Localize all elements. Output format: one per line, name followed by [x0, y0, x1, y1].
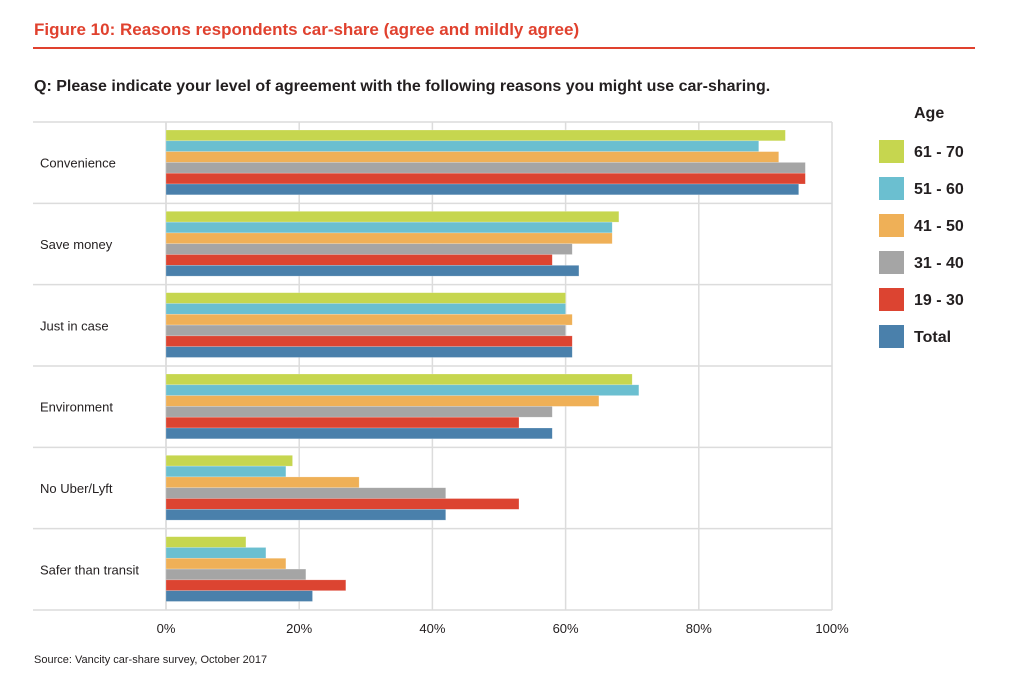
bar [165, 373, 633, 386]
bar [165, 416, 520, 429]
bar [165, 162, 806, 174]
bar [165, 232, 613, 245]
bar [165, 303, 566, 315]
grid-lines [33, 121, 833, 611]
bar [165, 346, 573, 358]
bar [165, 395, 600, 407]
legend-swatch [879, 177, 904, 200]
bar [165, 265, 580, 277]
x-tick-label: 100% [815, 621, 849, 636]
bar [165, 183, 800, 196]
bars [165, 129, 806, 602]
bar [165, 487, 447, 499]
bar [165, 211, 620, 223]
bar [165, 427, 553, 440]
legend: Age 61 - 70 51 - 60 41 - 50 31 - 40 19 - 30 T… [879, 105, 964, 348]
figure-title: Figure 10: Reasons respondents car-share… [34, 20, 580, 39]
legend-label: 31 - 40 [914, 255, 964, 272]
bar [165, 455, 293, 467]
x-tick-label: 40% [419, 621, 445, 636]
bar [165, 243, 573, 255]
bar [165, 292, 566, 304]
legend-swatch [879, 288, 904, 311]
bar [165, 509, 447, 521]
bar [165, 221, 613, 234]
legend-swatch [879, 251, 904, 274]
bar [165, 406, 553, 418]
bar [165, 590, 313, 602]
bar [165, 335, 573, 347]
legend-swatch [879, 140, 904, 163]
legend-label: 19 - 30 [914, 292, 964, 309]
bar [165, 498, 520, 510]
legend-label: 61 - 70 [914, 144, 964, 161]
bar [165, 568, 307, 581]
bar [165, 151, 780, 163]
category-label: No Uber/Lyft [40, 481, 113, 496]
bar [165, 547, 267, 559]
bar [165, 324, 566, 337]
bar [165, 579, 347, 591]
title-divider [33, 47, 975, 49]
bar [165, 172, 806, 185]
bar [165, 557, 287, 570]
x-tick-labels: 0% 20% 40% 60% 80% 100% [157, 621, 849, 636]
x-tick-label: 80% [686, 621, 712, 636]
bar [165, 476, 360, 489]
x-tick-label: 60% [553, 621, 579, 636]
legend-swatch [879, 325, 904, 348]
category-label: Just in case [40, 318, 109, 333]
bar [165, 254, 553, 266]
bar [165, 129, 786, 142]
source-note: Source: Vancity car-share survey, Octobe… [34, 654, 268, 666]
legend-label: Total [914, 329, 951, 346]
legend-title: Age [914, 105, 944, 122]
category-labels: Convenience Save money Just in case Environ… [40, 156, 139, 578]
category-label: Environment [40, 400, 113, 415]
chart-subtitle: Q: Please indicate your level of agreeme… [34, 78, 771, 95]
bar [165, 384, 640, 396]
bar [165, 465, 287, 478]
x-tick-label: 20% [286, 621, 312, 636]
legend-swatch [879, 214, 904, 237]
category-label: Safer than transit [40, 562, 139, 577]
bar [165, 140, 760, 152]
bar [165, 313, 573, 326]
legend-label: 41 - 50 [914, 218, 964, 235]
bar [165, 536, 247, 548]
category-label: Convenience [40, 156, 116, 171]
category-label: Save money [40, 237, 113, 252]
legend-label: 51 - 60 [914, 181, 964, 198]
x-tick-label: 0% [157, 621, 176, 636]
